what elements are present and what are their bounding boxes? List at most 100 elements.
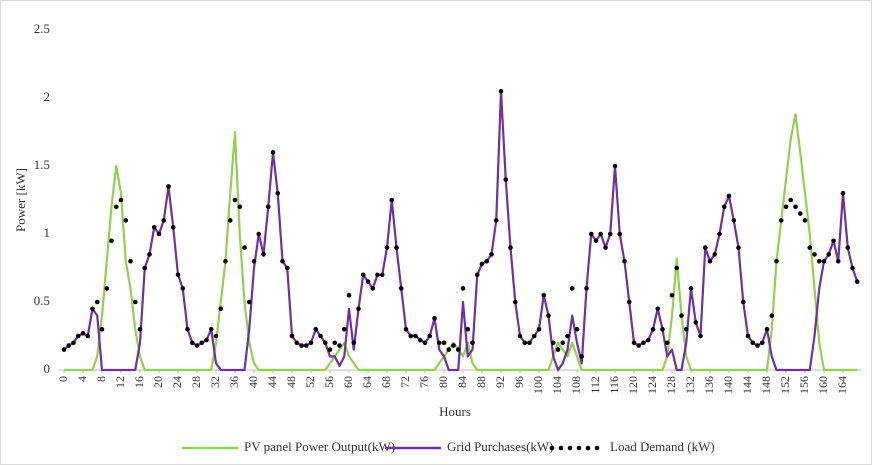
data-point	[170, 224, 176, 230]
data-point	[104, 286, 110, 291]
data-point	[113, 204, 119, 210]
data-point	[441, 340, 447, 346]
x-tick-label: 144	[740, 376, 754, 394]
data-point	[669, 292, 675, 298]
x-tick-label: 40	[246, 376, 260, 388]
data-point	[645, 337, 651, 343]
data-point	[265, 204, 271, 210]
x-tick-label: 0	[56, 376, 70, 382]
data-point	[750, 340, 756, 346]
data-point	[204, 337, 209, 343]
data-point	[745, 333, 751, 339]
data-point	[360, 272, 366, 278]
data-point	[493, 218, 499, 223]
data-point	[185, 326, 190, 332]
data-point	[299, 343, 304, 348]
data-point	[698, 333, 703, 339]
data-point	[774, 258, 779, 264]
data-point	[835, 258, 841, 264]
data-point	[527, 340, 532, 346]
data-point	[721, 204, 727, 210]
x-tick-label: 64	[360, 376, 374, 388]
x-tick-label: 152	[778, 376, 792, 394]
data-point	[75, 333, 81, 339]
data-point	[85, 333, 91, 339]
data-point	[398, 286, 404, 291]
data-point	[389, 197, 395, 203]
data-point	[218, 306, 224, 312]
x-tick-label: 24	[170, 376, 184, 388]
data-point	[451, 343, 456, 348]
data-point	[90, 306, 95, 312]
x-tick-label: 56	[322, 376, 336, 388]
x-tick-label: 76	[417, 376, 431, 388]
data-point	[755, 343, 760, 348]
data-point	[840, 190, 846, 196]
x-tick-label: 20	[151, 376, 165, 388]
y-tick-label: 2	[44, 89, 51, 104]
x-tick-label: 120	[626, 376, 640, 394]
x-tick-label: 136	[702, 376, 716, 394]
legend-symbol	[576, 445, 582, 451]
data-point	[588, 231, 594, 237]
data-point	[726, 193, 732, 199]
data-point	[546, 313, 551, 318]
data-point	[854, 279, 860, 284]
data-point	[679, 313, 684, 318]
data-point	[470, 340, 475, 346]
data-point	[151, 224, 157, 230]
data-point	[821, 258, 827, 264]
data-point	[318, 333, 323, 339]
x-tick-label: 96	[512, 376, 526, 388]
x-tick-label: 132	[683, 376, 697, 394]
data-point	[702, 245, 708, 250]
data-point	[417, 337, 423, 343]
data-point	[365, 279, 371, 284]
data-point	[446, 347, 452, 352]
data-point	[612, 163, 618, 169]
data-point	[147, 252, 152, 257]
data-point	[650, 326, 656, 332]
x-tick-label: 88	[474, 376, 488, 388]
data-point	[831, 238, 836, 244]
x-tick-label: 124	[645, 376, 659, 394]
data-point	[237, 204, 243, 210]
data-point	[455, 347, 461, 352]
series-line	[64, 113, 858, 372]
data-point	[664, 340, 670, 346]
data-point	[845, 245, 851, 250]
data-point	[807, 245, 813, 250]
data-point	[61, 347, 67, 352]
x-tick-label: 44	[265, 376, 279, 388]
data-point	[427, 333, 433, 339]
data-point	[489, 252, 494, 257]
data-point	[812, 252, 817, 257]
legend-label: Grid Purchases(kW)	[447, 439, 554, 454]
x-tick-label: 112	[588, 376, 602, 394]
data-point	[394, 245, 399, 250]
data-point	[80, 330, 86, 336]
x-tick-label: 164	[835, 376, 849, 394]
data-point	[337, 343, 342, 348]
data-point	[560, 340, 566, 346]
data-point	[788, 197, 794, 203]
data-point	[294, 340, 300, 346]
data-point	[370, 286, 376, 291]
x-tick-label: 72	[398, 376, 412, 388]
data-point	[688, 286, 694, 291]
data-point	[118, 197, 124, 203]
x-tick-label: 108	[569, 376, 583, 394]
data-point	[736, 245, 741, 250]
data-point	[565, 333, 570, 339]
data-point	[617, 231, 623, 237]
data-point	[783, 204, 789, 210]
data-point	[66, 343, 72, 348]
x-tick-label: 92	[493, 376, 507, 388]
x-tick-label: 52	[303, 376, 317, 388]
y-tick-label: 2.5	[34, 21, 50, 36]
data-point	[99, 326, 105, 332]
data-point	[109, 238, 114, 244]
legend-symbol	[585, 445, 591, 451]
data-point	[71, 340, 76, 346]
